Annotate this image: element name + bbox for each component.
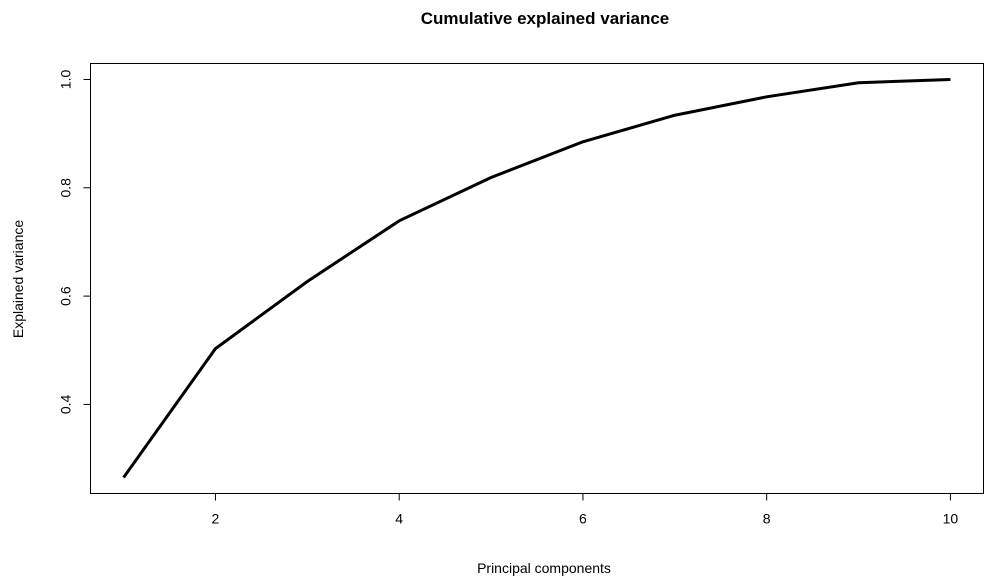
series-group: [122, 77, 951, 479]
x-tick-label: 6: [579, 511, 587, 527]
x-tick-label: 4: [395, 511, 403, 527]
y-tick-label: 0.8: [58, 178, 74, 198]
chart-title: Cumulative explained variance: [421, 9, 670, 28]
y-tick-label: 0.4: [58, 394, 74, 414]
x-tick-label: 8: [763, 511, 771, 527]
x-axis-label: Principal components: [477, 560, 611, 576]
x-axis: 2 4 6 8 10: [212, 493, 959, 527]
series-line: [122, 77, 951, 479]
y-axis: 0.4 0.6 0.8 1.0: [58, 70, 91, 414]
y-tick-label: 0.6: [58, 286, 74, 306]
x-tick-label: 10: [943, 511, 959, 527]
plot-area-frame: [90, 63, 984, 494]
x-tick-label: 2: [212, 511, 220, 527]
y-tick-label: 1.0: [58, 70, 74, 90]
y-axis-label: Explained variance: [10, 220, 26, 339]
